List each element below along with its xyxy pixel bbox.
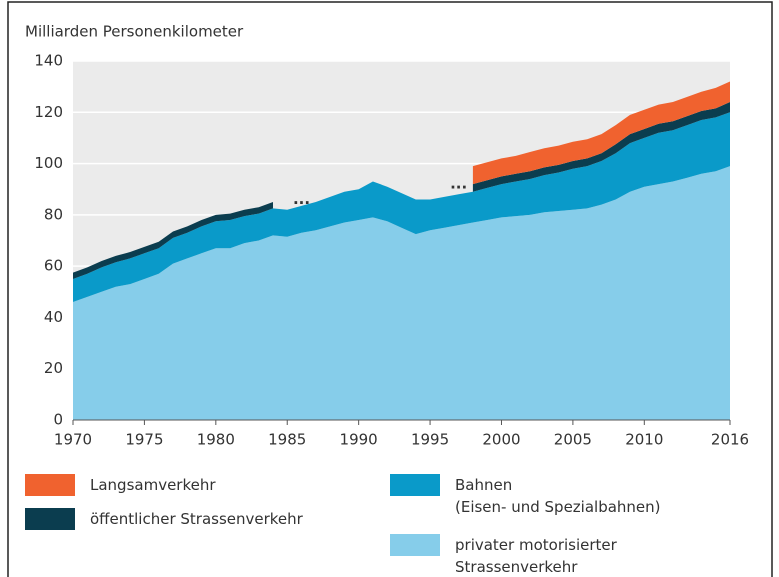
area — [73, 112, 730, 302]
y-tick-label: 20 — [44, 359, 63, 377]
x-tick-label: 1975 — [125, 431, 163, 449]
annotation: ... — [293, 190, 310, 208]
legend-label: Bahnen (Eisen- und Spezialbahnen) — [455, 476, 661, 516]
frame — [7, 1, 773, 577]
x-tick-label: 1990 — [340, 431, 378, 449]
y-tick-label: 80 — [44, 205, 63, 223]
x-tick-label: 2016 — [711, 431, 749, 449]
legend-item: privater motorisierter Strassenverkehr — [390, 534, 617, 577]
legend-swatch — [25, 508, 75, 530]
legend-label: Langsamverkehr — [90, 476, 216, 494]
x-tick-label: 2005 — [554, 431, 592, 449]
legend-item: Bahnen (Eisen- und Spezialbahnen) — [390, 474, 661, 518]
legend-label: öffentlicher Strassenverkehr — [90, 510, 303, 528]
legend-swatch — [25, 474, 75, 496]
y-tick-label: 120 — [34, 103, 63, 121]
area — [73, 202, 273, 279]
area — [472, 81, 730, 185]
y-tick-label: 40 — [44, 308, 63, 326]
annotation: ... — [450, 175, 467, 193]
x-tick-label: 1970 — [54, 431, 92, 449]
y-tick-label: 100 — [34, 154, 63, 172]
x-tick-label: 1980 — [197, 431, 235, 449]
chart-title: Milliarden Personenkilometer — [25, 23, 244, 41]
y-tick-label: 60 — [44, 257, 63, 275]
x-tick-label: 2010 — [625, 431, 663, 449]
legend-item: Langsamverkehr — [25, 474, 216, 496]
area — [73, 166, 730, 420]
y-tick-label: 140 — [34, 52, 63, 70]
legend-swatch — [390, 534, 440, 556]
legend-item: öffentlicher Strassenverkehr — [25, 508, 303, 530]
x-tick-label: 1995 — [411, 431, 449, 449]
x-tick-label: 2000 — [482, 431, 520, 449]
legend-swatch — [390, 474, 440, 496]
y-tick-label: 0 — [53, 411, 63, 429]
legend-label: privater motorisierter Strassenverkehr — [455, 536, 617, 576]
x-tick-label: 1985 — [268, 431, 306, 449]
area — [472, 102, 730, 192]
